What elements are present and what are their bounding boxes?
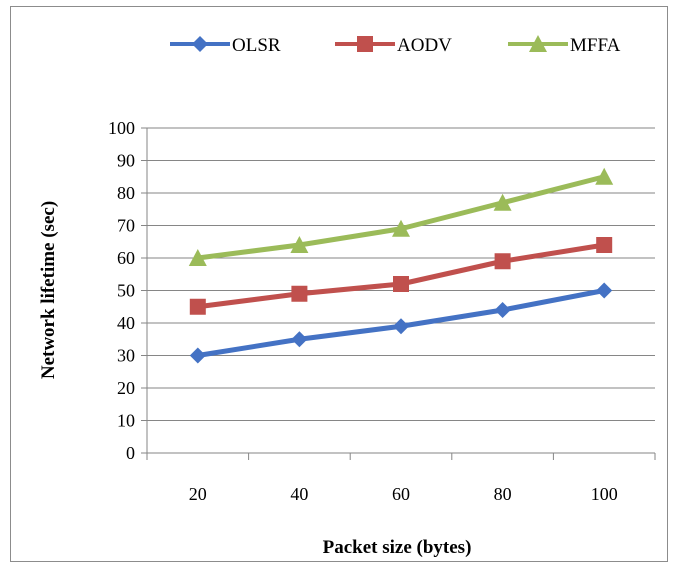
- legend: OLSR AODV MFFA: [170, 35, 621, 56]
- y-tick-label: 90: [117, 151, 135, 171]
- data-point-mffa: [392, 219, 410, 237]
- data-point-olsr: [291, 331, 308, 348]
- series-mffa: [188, 167, 614, 266]
- legend-label-aodv: AODV: [397, 35, 452, 56]
- chart-frame: [10, 6, 668, 562]
- x-tick-labels: 20 40 60 80 100: [189, 484, 618, 504]
- x-axis-title: Packet size (bytes): [323, 537, 472, 558]
- data-point-aodv: [596, 237, 613, 253]
- y-tick-label: 0: [126, 443, 135, 463]
- y-tick-label: 10: [117, 411, 135, 431]
- legend-marker-mffa: [529, 35, 547, 52]
- legend-item-mffa: MFFA: [508, 35, 621, 56]
- data-point-aodv: [393, 276, 409, 292]
- y-tick-label: 40: [117, 313, 135, 333]
- legend-label-mffa: MFFA: [570, 35, 621, 56]
- y-tick-label: 70: [117, 216, 135, 236]
- y-tick-label: 20: [117, 378, 135, 398]
- y-axis-title: Network lifetime (sec): [38, 201, 59, 379]
- legend-marker-aodv: [357, 36, 373, 52]
- legend-marker-olsr: [192, 36, 208, 52]
- series-group: [188, 167, 614, 364]
- data-point-mffa: [595, 167, 614, 185]
- x-tick-label: 80: [494, 484, 512, 504]
- data-point-mffa: [290, 236, 309, 253]
- series-line-aodv: [197, 242, 605, 310]
- series-olsr: [189, 282, 613, 364]
- legend-item-olsr: OLSR: [170, 35, 281, 56]
- data-point-olsr: [393, 318, 409, 335]
- data-point-olsr: [189, 347, 206, 364]
- axes: [141, 127, 656, 460]
- series-aodv: [189, 237, 613, 315]
- y-tick-label: 100: [108, 118, 135, 138]
- x-tick-label: 40: [290, 484, 308, 504]
- data-point-olsr: [494, 302, 511, 318]
- data-point-mffa: [188, 249, 207, 266]
- y-tick-label: 30: [117, 346, 135, 366]
- data-point-aodv: [291, 285, 308, 302]
- data-point-mffa: [493, 193, 512, 211]
- x-tick-label: 20: [189, 484, 207, 504]
- data-point-aodv: [494, 253, 511, 270]
- data-point-olsr: [596, 282, 613, 299]
- gridlines: [147, 127, 655, 421]
- legend-label-olsr: OLSR: [232, 35, 281, 56]
- legend-item-aodv: AODV: [335, 35, 452, 56]
- y-tick-label: 50: [117, 281, 135, 301]
- series-line-mffa: [197, 174, 605, 261]
- y-tick-label: 60: [117, 248, 135, 268]
- x-tick-label: 100: [591, 484, 618, 504]
- x-tick-label: 60: [392, 484, 410, 504]
- data-point-aodv: [189, 298, 206, 315]
- y-tick-label: 80: [117, 183, 135, 203]
- y-tick-labels: 0 10 20 30 40 50 60 70 80 90 100: [108, 118, 135, 463]
